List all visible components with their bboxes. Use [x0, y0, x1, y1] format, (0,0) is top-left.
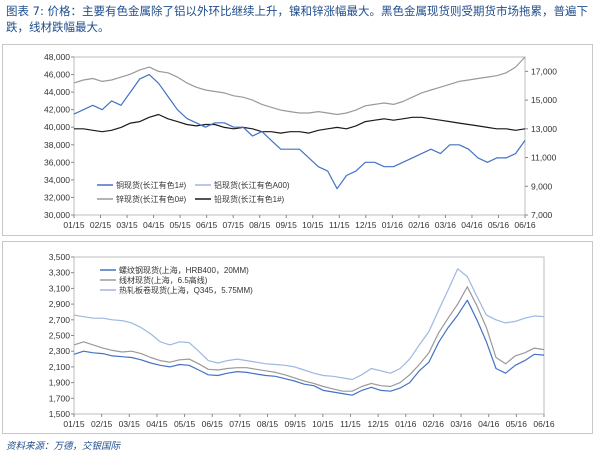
- y-tick-label: 42,000: [44, 105, 70, 115]
- y-tick-label: 2,100: [49, 362, 71, 372]
- y-tick-label: 40,000: [44, 122, 70, 132]
- y-tick-label: 1,900: [49, 378, 71, 388]
- x-tick-label: 08/15: [249, 220, 271, 230]
- x-tick-label: 08/15: [257, 419, 279, 429]
- y2-tick-label: 15,000: [531, 95, 557, 105]
- y-tick-label: 3,500: [49, 252, 71, 262]
- y-tick-label: 34,000: [44, 175, 70, 185]
- x-tick-label: 10/15: [312, 419, 334, 429]
- series-line-3: [74, 113, 526, 134]
- legend-label: 铅现货(长江有色1#): [214, 194, 285, 204]
- x-tick-label: 05/15: [169, 220, 191, 230]
- x-tick-label: 05/16: [506, 419, 528, 429]
- legend-label: 铝现货(长江有色A00): [214, 180, 290, 190]
- y-tick-label: 38,000: [44, 140, 70, 150]
- legend-label: 线材现货(上海，6.5高线): [119, 275, 208, 285]
- x-tick-label: 02/15: [91, 419, 113, 429]
- x-tick-label: 07/15: [223, 220, 245, 230]
- figure-title: 图表 7: 价格：主要有色金属除了铝以外环比继续上升，镍和锌涨幅最大。黑色金属现…: [6, 4, 588, 34]
- x-tick-label: 04/15: [143, 220, 165, 230]
- legend: 铜现货(长江有色1#) 铝现货(长江有色A00) 锌现货(长江有色0#) 铅现货(长江…: [97, 180, 290, 204]
- y-tick-label: 36,000: [44, 157, 70, 167]
- y-tick-label: 2,500: [49, 331, 71, 341]
- x-tick-label: 01/16: [382, 220, 404, 230]
- x-tick-label: 06/16: [514, 220, 536, 230]
- y2-tick-label: 11,000: [531, 153, 557, 163]
- source-note: 资料来源：万德，交银国际: [6, 441, 121, 452]
- series-line-0: [73, 299, 545, 396]
- x-tick-label: 04/16: [461, 220, 483, 230]
- y-tick-label: 2,700: [49, 315, 71, 325]
- x-tick-label: 01/15: [63, 220, 85, 230]
- x-tick-label: 02/16: [408, 220, 430, 230]
- plot-area: [73, 56, 526, 216]
- x-tick-label: 03/16: [435, 220, 457, 230]
- x-tick-label: 09/15: [276, 220, 298, 230]
- x-tick-label: 01/16: [395, 419, 417, 429]
- y-tick-label: 1,500: [49, 409, 71, 419]
- x-tick-label: 05/15: [174, 419, 196, 429]
- y2-tick-label: 9,000: [531, 181, 553, 191]
- x-tick-label: 12/15: [355, 220, 377, 230]
- y-tick-label: 44,000: [44, 87, 70, 97]
- chart-ferrous: 1,500 1,700 1,900 2,100 2,300 2,500 2,700 2,900…: [2, 241, 593, 434]
- chart-nonferrous: 30,000 32,000 34,000 36,000 38,000 40,000 42,0…: [2, 44, 593, 394]
- x-tick-label: 05/16: [488, 220, 510, 230]
- y-tick-label: 2,300: [49, 346, 71, 356]
- x-tick-label: 03/15: [119, 419, 141, 429]
- x-tick-label: 03/16: [450, 419, 472, 429]
- y-tick-label: 46,000: [44, 70, 70, 80]
- x-tick-label: 11/15: [329, 220, 350, 230]
- x-tick-label: 01/15: [63, 419, 85, 429]
- x-tick-label: 06/15: [196, 220, 218, 230]
- x-tick-label: 04/16: [478, 419, 500, 429]
- y-tick-label: 30,000: [44, 210, 70, 220]
- x-tick-label: 12/15: [367, 419, 389, 429]
- y-tick-label: 2,900: [49, 299, 71, 309]
- y2-tick-label: 13,000: [531, 124, 557, 134]
- x-tick-label: 02/15: [90, 220, 112, 230]
- series-line-2: [73, 268, 545, 381]
- x-tick-label: 04/15: [146, 419, 168, 429]
- series-line-1: [73, 286, 545, 392]
- y-tick-label: 48,000: [44, 52, 70, 62]
- x-tick-label: 11/15: [340, 419, 361, 429]
- x-tick-label: 10/15: [302, 220, 324, 230]
- y-tick-label: 32,000: [44, 192, 70, 202]
- series-line-0: [73, 74, 526, 190]
- y2-tick-label: 17,000: [531, 66, 557, 76]
- y-tick-label: 3,100: [49, 283, 71, 293]
- x-tick-label: 06/16: [533, 419, 555, 429]
- x-tick-label: 06/15: [202, 419, 224, 429]
- x-tick-label: 02/16: [423, 419, 445, 429]
- x-tick-label: 03/15: [116, 220, 138, 230]
- legend: 螺纹钢现货(上海，HRB400，20MM)线材现货(上海，6.5高线)热轧板卷现…: [100, 265, 253, 295]
- nonferrous-price-chart: 30,000 32,000 34,000 36,000 38,000 40,000 42,0…: [44, 52, 557, 394]
- y-tick-label: 3,300: [49, 268, 71, 278]
- y-tick-label: 1,700: [49, 393, 71, 403]
- legend-label: 铜现货(长江有色1#): [116, 180, 187, 190]
- legend-label: 锌现货(长江有色0#): [116, 194, 187, 204]
- legend-label: 热轧板卷现货(上海，Q345，5.75MM): [119, 285, 253, 295]
- x-tick-label: 09/15: [285, 419, 307, 429]
- legend-label: 螺纹钢现货(上海，HRB400，20MM): [119, 265, 249, 275]
- series-line-2: [73, 56, 526, 116]
- x-tick-label: 07/15: [229, 419, 251, 429]
- y2-tick-label: 7,000: [531, 210, 553, 220]
- ferrous-price-chart: 1,500 1,700 1,900 2,100 2,300 2,500 2,700 2,900…: [49, 252, 555, 429]
